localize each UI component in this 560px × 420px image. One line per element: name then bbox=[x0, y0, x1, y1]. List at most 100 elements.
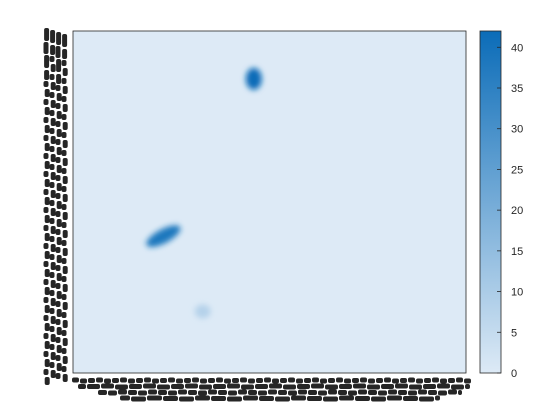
x-tick-label-glyph bbox=[328, 378, 335, 383]
colorbar-tick-label: 15 bbox=[511, 246, 523, 258]
colorbar-tick-label: 35 bbox=[511, 83, 523, 95]
x-tick-label-glyph bbox=[88, 378, 95, 383]
x-tick-label-glyph bbox=[381, 384, 394, 389]
x-tick-label-glyph bbox=[323, 396, 338, 402]
x-tick-label-glyph bbox=[307, 396, 322, 401]
hotspot-3 bbox=[194, 304, 211, 319]
x-tick-label-glyph bbox=[240, 377, 247, 383]
y-tick-label-glyph bbox=[44, 143, 50, 151]
y-tick-label-glyph bbox=[49, 326, 55, 332]
y-tick-label-glyph bbox=[56, 255, 62, 263]
y-tick-label-glyph bbox=[49, 182, 55, 188]
y-tick-label-glyph bbox=[62, 266, 68, 274]
x-tick-label-glyph bbox=[448, 378, 455, 383]
x-tick-label-glyph bbox=[216, 377, 223, 383]
y-tick-label-glyph bbox=[61, 276, 67, 282]
colorbar-tick-label: 30 bbox=[511, 124, 523, 136]
x-tick-label-glyph bbox=[371, 396, 386, 402]
y-tick-label-glyph bbox=[50, 352, 56, 360]
y-tick-label-glyph bbox=[43, 279, 49, 285]
y-tick-label-glyph bbox=[50, 226, 56, 234]
y-tick-label-glyph bbox=[44, 70, 50, 80]
x-tick-label-glyph bbox=[296, 378, 303, 384]
y-tick-label-glyph bbox=[56, 183, 62, 191]
y-tick-label-glyph bbox=[62, 104, 68, 112]
x-tick-label-glyph bbox=[358, 389, 367, 395]
y-tick-label-glyph bbox=[44, 287, 50, 295]
x-tick-label-glyph bbox=[241, 384, 254, 390]
x-tick-label-glyph bbox=[320, 378, 327, 384]
x-tick-label-glyph bbox=[78, 384, 86, 389]
y-tick-label-glyph bbox=[55, 265, 61, 271]
x-tick-label-glyph bbox=[423, 384, 436, 389]
y-tick-label-glyph bbox=[43, 189, 49, 195]
y-tick-label-glyph bbox=[49, 254, 55, 260]
y-tick-label-glyph bbox=[62, 122, 68, 130]
y-tick-label-glyph bbox=[43, 333, 49, 339]
y-tick-label-glyph bbox=[43, 297, 49, 303]
y-tick-label-glyph bbox=[44, 359, 50, 367]
y-tick-label-glyph bbox=[56, 291, 62, 299]
x-tick-label-glyph bbox=[419, 396, 434, 402]
y-tick-label-glyph bbox=[50, 154, 56, 162]
x-tick-label-glyph bbox=[232, 378, 239, 383]
colorbar-tick-label: 40 bbox=[511, 42, 523, 54]
y-tick-label-glyph bbox=[62, 248, 68, 256]
y-tick-label-glyph bbox=[49, 308, 55, 314]
x-tick-label-glyph bbox=[171, 384, 184, 389]
y-tick-label-glyph bbox=[61, 96, 67, 102]
x-tick-label-glyph bbox=[348, 390, 357, 396]
x-tick-label-glyph bbox=[144, 377, 151, 383]
y-tick-label-glyph bbox=[56, 201, 62, 209]
x-tick-label-glyph bbox=[318, 390, 327, 396]
x-tick-label-glyph bbox=[248, 378, 255, 384]
x-tick-label-glyph bbox=[136, 378, 143, 383]
y-tick-label-glyph bbox=[62, 230, 68, 238]
y-tick-label-glyph bbox=[49, 110, 55, 116]
y-tick-label-glyph bbox=[56, 345, 62, 353]
x-tick-label-glyph bbox=[275, 396, 290, 402]
y-tick-label-glyph bbox=[62, 302, 68, 310]
y-tick-label-glyph bbox=[50, 136, 56, 144]
y-tick-label-glyph bbox=[62, 356, 68, 364]
x-tick-label-glyph bbox=[387, 395, 402, 401]
x-tick-label-glyph bbox=[128, 378, 135, 384]
y-tick-label-glyph bbox=[44, 305, 50, 313]
x-tick-label-glyph bbox=[312, 377, 319, 383]
x-tick-label-glyph bbox=[168, 390, 177, 396]
y-tick-label-glyph bbox=[44, 269, 50, 277]
x-tick-label-glyph bbox=[208, 378, 215, 383]
x-tick-label-glyph bbox=[128, 390, 137, 395]
y-tick-label-glyph bbox=[50, 30, 56, 43]
x-tick-label-glyph bbox=[464, 378, 471, 384]
y-tick-label-glyph bbox=[44, 28, 50, 41]
x-tick-label-glyph bbox=[325, 384, 338, 390]
y-tick-label-glyph bbox=[43, 42, 49, 54]
y-tick-label-glyph bbox=[50, 280, 56, 288]
x-tick-label-glyph bbox=[291, 395, 306, 401]
x-tick-label-glyph bbox=[112, 378, 119, 383]
y-tick-label-glyph bbox=[61, 348, 67, 354]
x-tick-label-glyph bbox=[360, 377, 367, 383]
y-tick-label-glyph bbox=[50, 244, 56, 252]
x-tick-label-glyph bbox=[395, 383, 408, 389]
x-tick-label-glyph bbox=[355, 396, 370, 401]
y-tick-label-glyph bbox=[56, 165, 62, 173]
y-tick-label-glyph bbox=[61, 330, 67, 336]
x-tick-label-glyph bbox=[108, 390, 117, 396]
x-tick-label-glyph bbox=[416, 378, 423, 384]
y-tick-label-glyph bbox=[62, 320, 68, 328]
y-tick-label-glyph bbox=[43, 369, 49, 375]
y-tick-label-glyph bbox=[43, 261, 49, 267]
y-tick-label-glyph bbox=[56, 59, 62, 72]
y-tick-label-glyph bbox=[44, 55, 50, 68]
y-tick-label-glyph bbox=[61, 294, 67, 300]
y-tick-label-glyph bbox=[62, 34, 68, 47]
x-tick-label-glyph bbox=[440, 378, 447, 384]
y-tick-label-glyph bbox=[44, 179, 50, 187]
x-tick-label-glyph bbox=[185, 383, 198, 389]
x-tick-label-glyph bbox=[115, 384, 128, 390]
y-tick-label-glyph bbox=[50, 100, 56, 108]
x-tick-label-glyph bbox=[256, 378, 263, 383]
x-tick-label-glyph bbox=[435, 395, 440, 401]
